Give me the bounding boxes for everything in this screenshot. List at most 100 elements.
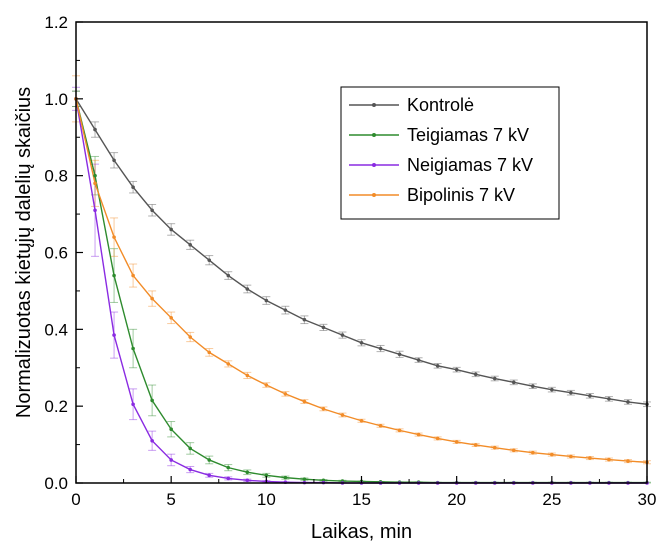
data-point (264, 383, 269, 387)
y-tick-label: 0.0 (44, 474, 68, 493)
data-point (569, 390, 573, 395)
x-tick-label: 25 (542, 490, 561, 509)
y-tick-label: 1.0 (44, 90, 68, 109)
data-point (93, 181, 97, 186)
data-point (112, 333, 116, 337)
data-point (207, 350, 212, 355)
data-point (245, 287, 250, 291)
data-point (454, 367, 459, 372)
data-point (607, 457, 611, 462)
data-point (150, 208, 154, 213)
data-point (435, 436, 440, 441)
data-point (188, 243, 192, 247)
data-point (188, 335, 192, 339)
data-point (473, 443, 478, 447)
data-point (226, 465, 231, 470)
data-point (550, 387, 554, 392)
data-point (245, 478, 250, 483)
data-point (169, 316, 173, 320)
data-point (93, 127, 97, 132)
data-point (169, 458, 173, 462)
data-point (226, 362, 231, 366)
y-tick-label: 0.2 (44, 397, 68, 416)
data-point (131, 402, 135, 407)
data-point (93, 208, 97, 213)
data-point (112, 235, 116, 239)
data-point (207, 458, 212, 462)
data-point (112, 273, 116, 278)
data-point (359, 418, 364, 423)
data-point (245, 373, 250, 378)
legend-marker (372, 103, 376, 107)
data-point (302, 477, 307, 481)
y-tick-label: 0.4 (44, 320, 68, 339)
data-point (607, 397, 611, 401)
data-point (283, 392, 288, 396)
y-tick-label: 0.8 (44, 167, 68, 186)
legend-label: Kontrolė (407, 95, 474, 115)
data-point (435, 364, 440, 368)
data-point (226, 476, 231, 481)
legend-marker (372, 193, 376, 197)
data-point (321, 325, 326, 330)
x-axis: 0 5 10 15 20 25 30 (71, 476, 656, 509)
data-point (492, 445, 497, 450)
data-point (626, 459, 630, 463)
data-point (264, 473, 269, 478)
x-tick-label: 30 (638, 490, 657, 509)
data-point (150, 296, 154, 301)
data-point (245, 470, 250, 475)
x-tick-label: 0 (71, 490, 80, 509)
data-point (359, 340, 364, 345)
x-tick-label: 10 (257, 490, 276, 509)
data-point (626, 400, 630, 404)
legend-box (340, 86, 560, 220)
data-point (569, 454, 573, 459)
data-point (340, 413, 345, 417)
legend-label: Teigiamas 7 kV (407, 125, 529, 145)
data-point (207, 258, 212, 262)
data-point (169, 227, 173, 232)
data-point (302, 399, 307, 404)
data-point (150, 398, 154, 403)
data-point (131, 273, 135, 278)
data-point (511, 380, 516, 385)
data-point (188, 446, 192, 451)
data-point (473, 372, 478, 377)
data-point (416, 432, 421, 437)
data-point (112, 158, 116, 163)
x-tick-label: 20 (447, 490, 466, 509)
data-point (150, 438, 154, 443)
data-point (531, 450, 535, 455)
data-point (131, 346, 135, 351)
data-point (454, 440, 459, 444)
data-point (416, 358, 421, 362)
data-point (188, 467, 192, 472)
data-point (302, 317, 307, 322)
legend-marker (372, 133, 376, 137)
legend-label: Bipolinis 7 kV (407, 185, 515, 205)
data-point (131, 185, 135, 189)
data-point (588, 456, 592, 460)
data-point (397, 428, 402, 433)
data-point (226, 273, 231, 278)
data-point (264, 298, 269, 303)
x-tick-label: 15 (352, 490, 371, 509)
legend: Kontrolė Teigiamas 7 kV Neigiamas 7 kV Bipo… (340, 86, 560, 220)
x-axis-label: Laikas, min (311, 521, 412, 543)
data-point (531, 384, 535, 388)
y-axis: 0.0 0.2 0.4 0.6 0.8 1.0 1.2 (44, 13, 83, 493)
data-point (511, 448, 516, 453)
data-point (340, 333, 345, 337)
data-point (283, 475, 288, 480)
data-point (207, 473, 212, 478)
data-point (378, 423, 383, 428)
data-point (492, 376, 497, 381)
data-point (550, 452, 554, 457)
legend-label: Neigiamas 7 kV (407, 155, 533, 175)
x-tick-label: 5 (166, 490, 175, 509)
data-point (93, 173, 97, 178)
data-point (378, 346, 383, 351)
